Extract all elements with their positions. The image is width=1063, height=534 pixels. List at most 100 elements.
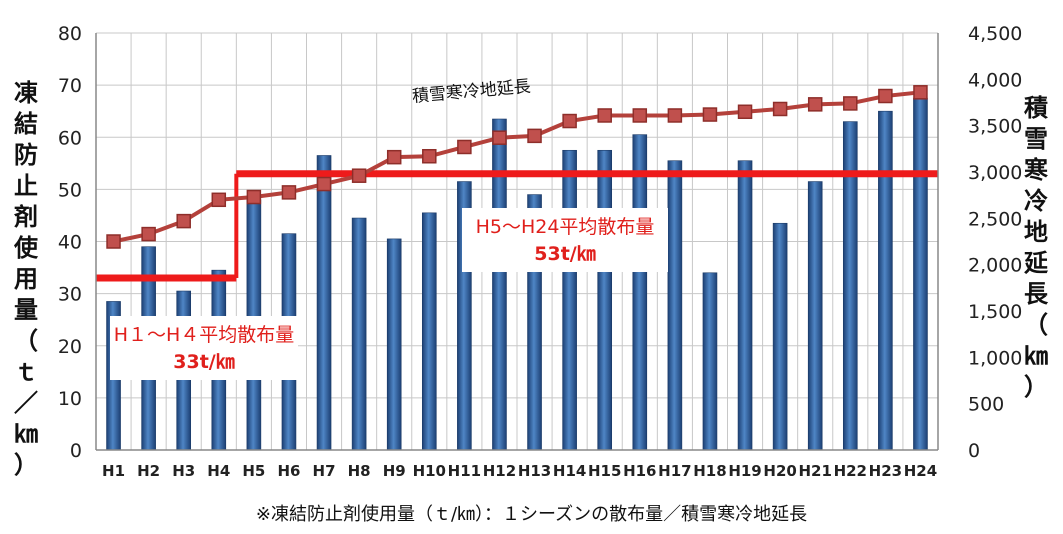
left-tick-label: 20 — [58, 336, 82, 358]
line-marker — [527, 128, 542, 144]
line-marker — [211, 192, 227, 208]
line-series — [106, 85, 928, 249]
bar — [386, 238, 402, 451]
footnote: ※凍結防止剤使用量（ｔ/㎞）：１シーズンの散布量／積雪寒冷地延長 — [255, 504, 808, 525]
average-label-h5-h24: H5～H24平均散布量 — [475, 216, 655, 238]
axis-label-char: 雪 — [1024, 125, 1048, 153]
axis-label-char: 剤 — [14, 203, 38, 231]
right-tick-label: 2,500 — [968, 208, 1022, 230]
bar — [878, 110, 893, 451]
line-marker — [176, 213, 191, 229]
average-value-h5-h24: 53t/㎞ — [534, 243, 596, 265]
x-tick-label: H9 — [383, 462, 406, 480]
bar — [772, 222, 788, 451]
axis-label-char: 使 — [14, 234, 38, 262]
axis-label-char: 用 — [14, 265, 38, 293]
line-marker — [457, 139, 472, 155]
x-tick-label: H15 — [588, 462, 621, 480]
x-tick-label: H14 — [553, 462, 586, 480]
line-marker — [702, 107, 718, 122]
line-marker — [807, 97, 823, 112]
line-marker — [632, 108, 648, 123]
x-tick-label: H19 — [728, 462, 761, 480]
bar — [913, 97, 928, 451]
bar — [807, 181, 823, 451]
line-marker — [281, 185, 297, 200]
x-tick-label: H13 — [518, 462, 551, 480]
left-tick-label: 80 — [58, 23, 82, 45]
line-marker — [878, 88, 893, 104]
axis-label-char: 積 — [1024, 94, 1048, 122]
bar — [667, 160, 683, 451]
x-tick-label: H8 — [348, 462, 371, 480]
axis-label-char: （ — [1024, 311, 1048, 339]
axis-label-char: （ — [14, 327, 38, 355]
left-tick-label: 50 — [58, 179, 82, 201]
x-tick-label: H4 — [207, 462, 230, 480]
x-tick-label: H16 — [623, 462, 656, 480]
bar — [562, 149, 577, 451]
x-tick-label: H7 — [313, 462, 336, 480]
left-tick-label: 40 — [58, 232, 82, 254]
axis-label-char: ㎞ — [1024, 342, 1048, 370]
left-tick-label: 10 — [58, 388, 82, 410]
line-marker — [772, 101, 788, 117]
right-axis-label: 積雪寒冷地延長 （ ㎞ ） — [1024, 93, 1048, 403]
line-marker — [562, 113, 577, 129]
line-marker — [386, 149, 402, 165]
line-marker — [843, 96, 858, 111]
axis-label-char: 量 — [14, 296, 38, 324]
bar — [351, 217, 367, 451]
x-tick-label: H24 — [904, 462, 937, 480]
x-tick-label: H1 — [102, 462, 125, 480]
line-marker — [737, 104, 753, 120]
axis-label-char: 延 — [1024, 249, 1048, 277]
right-tick-label: 1,000 — [968, 347, 1022, 369]
x-tick-label: H20 — [763, 462, 796, 480]
line-marker — [246, 189, 262, 205]
bar — [421, 212, 437, 451]
left-axis-label: 凍結防止剤使用量 （ ｔ ／ ㎞ ） — [14, 78, 38, 481]
x-tick-label: H22 — [834, 462, 867, 480]
line-marker — [316, 176, 332, 192]
x-tick-label: H17 — [658, 462, 691, 480]
bar — [702, 272, 718, 451]
line-marker — [597, 108, 612, 123]
axis-label-char: 止 — [14, 172, 38, 200]
right-tick-label: 500 — [968, 394, 1004, 416]
bar — [597, 149, 613, 451]
x-tick-label: H6 — [277, 462, 300, 480]
right-tick-label: 3,000 — [968, 162, 1022, 184]
line-marker — [913, 85, 928, 100]
bar — [737, 160, 753, 451]
axis-label-char: ） — [1024, 373, 1048, 401]
x-tick-label: H3 — [172, 462, 195, 480]
axis-label-char: ／ — [14, 389, 38, 417]
x-tick-label: H23 — [869, 462, 902, 480]
right-tick-label: 3,500 — [968, 116, 1022, 138]
axis-label-char: 防 — [14, 141, 38, 169]
axis-label-char: 長 — [1024, 280, 1048, 308]
axis-label-char: 冷 — [1024, 187, 1048, 215]
axis-label-char: 凍 — [14, 79, 38, 107]
axis-label-char: 結 — [14, 110, 38, 138]
line-marker — [351, 168, 367, 183]
left-tick-label: 70 — [58, 75, 82, 97]
right-tick-label: 4,500 — [968, 23, 1022, 45]
x-tick-label: H21 — [798, 462, 831, 480]
average-value-h1-h4: 33t/㎞ — [173, 351, 235, 373]
line-marker — [106, 234, 121, 249]
left-tick-label: 60 — [58, 127, 82, 149]
bar — [492, 118, 507, 451]
line-marker — [141, 226, 156, 242]
x-tick-label: H11 — [448, 462, 481, 480]
x-tick-label: H18 — [693, 462, 726, 480]
average-box-h1-h4: H１～H４平均散布量 33t/㎞ — [110, 316, 298, 380]
x-tick-label: H12 — [483, 462, 516, 480]
line-marker — [492, 130, 507, 145]
line-marker — [667, 108, 683, 123]
right-tick-label: 1,500 — [968, 301, 1022, 323]
right-tick-label: 0 — [968, 440, 980, 462]
axis-label-char: 地 — [1024, 218, 1048, 246]
right-tick-label: 4,000 — [968, 69, 1022, 91]
